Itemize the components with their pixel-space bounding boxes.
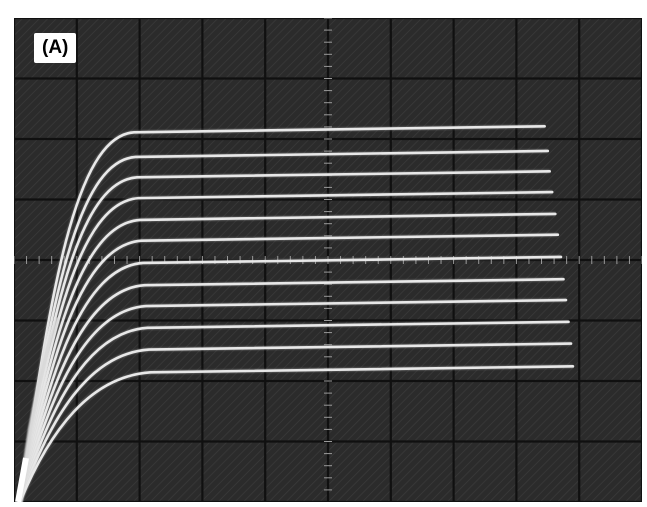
characteristic-curve-trace — [18, 365, 575, 502]
oscilloscope-display — [14, 18, 642, 502]
trace-group — [18, 124, 575, 502]
oscilloscope-screen: (A) — [14, 18, 642, 502]
origin-bright-spot — [15, 457, 29, 502]
characteristic-curve-trace — [18, 342, 573, 502]
panel-label: (A) — [34, 33, 77, 63]
